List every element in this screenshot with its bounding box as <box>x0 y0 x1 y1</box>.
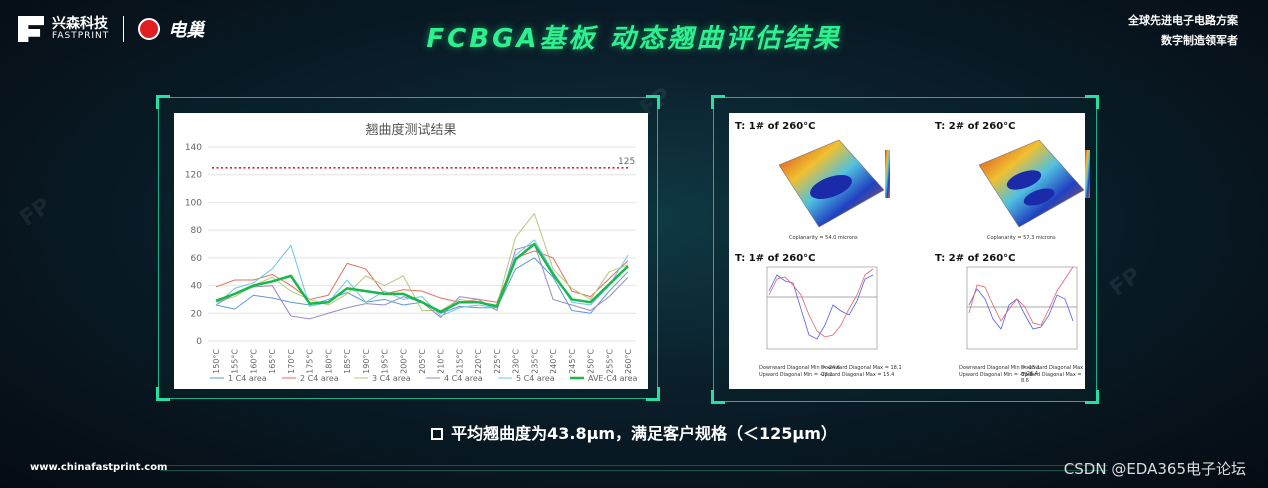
watermark-logo: FP <box>1105 263 1146 302</box>
x-tick-label: 240°C <box>549 349 558 374</box>
x-tick-label: 165°C <box>268 349 277 374</box>
x-tick-label: 220°C <box>474 349 483 374</box>
x-tick-label: 155°C <box>231 349 240 374</box>
x-tick-label: 225°C <box>493 349 502 374</box>
y-tick-label: 40 <box>191 282 203 292</box>
checkbox-bullet-icon <box>431 428 444 440</box>
summary-caption: 平均翘曲度为43.8μm，满足客户规格（＜125μm） <box>0 420 1268 444</box>
y-tick-label: 100 <box>185 198 202 208</box>
image-title-2: T: 2# of 260°C <box>935 121 1016 132</box>
company-name-block: 兴森科技 FASTPRINT <box>52 17 109 41</box>
legend-label: 2 C4 area <box>300 374 339 383</box>
y-tick-label: 0 <box>196 337 202 347</box>
company-sub: FASTPRINT <box>52 31 110 41</box>
summary-text: 平均翘曲度为43.8μm，满足客户规格（＜125μm） <box>451 424 837 443</box>
diag-note-2c: Downward Diagonal Max = 26.4 <box>1021 365 1084 377</box>
x-tick-label: 205°C <box>418 349 427 374</box>
diag-note-2b: Upward Diagonal Min = -21.3 <box>959 372 1033 378</box>
footer-url[interactable]: www.chinafastprint.com <box>30 462 168 473</box>
x-tick-label: 170°C <box>287 349 296 374</box>
diag-note-1b: Upward Diagonal Min = -22.1 <box>759 372 833 378</box>
footer-divider <box>160 465 1108 471</box>
warpage-line-chart: 0 20 40 60 80 100 120 140 150°C 155°C 160°C 165°C 17… <box>185 143 638 383</box>
csdn-watermark: CSDN @EDA365电子论坛 <box>1063 460 1246 478</box>
watermark-logo: FP <box>15 193 56 232</box>
series-line <box>215 242 629 314</box>
legend-label: AVE-C4 area <box>588 374 638 383</box>
image-title-4: T: 2# of 260°C <box>935 253 1016 264</box>
x-tick-label: 255°C <box>605 349 614 374</box>
x-tick-label: 210°C <box>437 349 446 374</box>
page-title: FCBGA基板 动态翘曲评估结果 <box>426 24 842 54</box>
x-tick-label: 245°C <box>568 349 577 374</box>
brand-header: 兴森科技 FASTPRINT 电巢 <box>18 16 204 42</box>
company-name: 兴森科技 <box>52 16 108 32</box>
coplanarity-1: Coplanarity = 54.0 microns <box>789 235 858 241</box>
diag-note-1c: Downward Diagonal Max = 18.1 <box>821 365 902 371</box>
x-tick-label: 215°C <box>455 349 464 374</box>
diag-note-2d: Upward Diagonal Max = 8.6 <box>1021 372 1082 384</box>
warpage-chart-panel: 翘曲度测试结果 0 20 40 60 80 100 120 140 150°C 155°C 160°… <box>174 113 648 389</box>
slogan-line-2: 数字制造领军者 <box>1161 34 1238 47</box>
slogan-line-1: 全球先进电子电路方案 <box>1128 14 1238 27</box>
spec-limit-label: 125 <box>618 157 635 167</box>
warpage-image-panel: T: 1# of 260°C T: 2# of 260°C Coplanarit… <box>729 113 1090 389</box>
x-tick-label: 150°C <box>212 349 221 374</box>
y-tick-label: 140 <box>185 143 202 153</box>
image-title-3: T: 1# of 260°C <box>735 253 816 264</box>
x-tick-label: 185°C <box>343 349 352 374</box>
x-tick-label: 250°C <box>587 349 596 374</box>
series-line <box>215 213 629 312</box>
y-tick-label: 120 <box>185 171 202 181</box>
legend-label: 5 C4 area <box>516 374 555 383</box>
x-tick-label: 195°C <box>381 349 390 374</box>
legend-label: 4 C4 area <box>444 374 483 383</box>
x-tick-label: 190°C <box>362 349 371 374</box>
diagonal-profile-1 <box>766 266 878 350</box>
y-tick-label: 60 <box>191 254 203 264</box>
partner-name: 电巢 <box>168 20 205 41</box>
x-tick-label: 175°C <box>306 349 315 374</box>
brand-separator <box>123 16 125 42</box>
diag-note-1a: Downward Diagonal Min = -24.6 <box>759 365 840 371</box>
dianchao-logo-icon <box>138 18 161 40</box>
chart-title: 翘曲度测试结果 <box>365 123 457 138</box>
coplanarity-2: Coplanarity = 57.3 microns <box>987 235 1056 241</box>
slogan: 全球先进电子电路方案 数字制造领军者 <box>1128 11 1238 51</box>
series-line <box>215 250 629 303</box>
warpage-3d-map-2 <box>978 139 1090 228</box>
legend-label: 1 C4 area <box>228 374 267 383</box>
x-tick-label: 180°C <box>324 349 333 374</box>
x-tick-label: 160°C <box>249 349 258 374</box>
image-title-1: T: 1# of 260°C <box>735 121 816 132</box>
diag-note-1d: Upward Diagonal Max = 15.4 <box>821 372 895 378</box>
diagonal-profile-2 <box>966 266 1078 350</box>
x-tick-label: 200°C <box>399 349 408 374</box>
y-tick-label: 20 <box>191 309 203 319</box>
diag-note-2a: Downward Diagonal Min = -15.1 <box>959 365 1040 371</box>
x-tick-label: 260°C <box>624 349 633 374</box>
legend-label: 3 C4 area <box>372 374 411 383</box>
y-tick-label: 80 <box>191 226 203 236</box>
warpage-3d-map-1 <box>778 139 890 228</box>
x-tick-label: 235°C <box>530 349 539 374</box>
x-tick-label: 230°C <box>512 349 521 374</box>
